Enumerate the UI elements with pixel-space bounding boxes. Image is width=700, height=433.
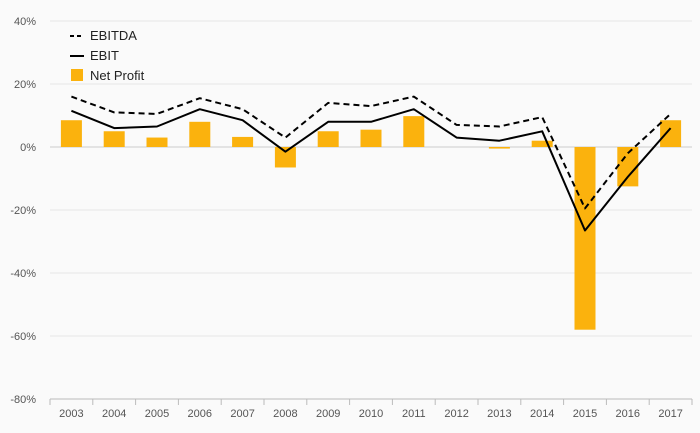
x-tick-label: 2011 bbox=[402, 408, 426, 420]
x-tick-label: 2010 bbox=[359, 408, 383, 420]
grid-layer bbox=[50, 20, 692, 400]
bar-layer bbox=[60, 116, 682, 330]
x-tick-label: 2003 bbox=[59, 408, 83, 420]
y-tick-label: 0% bbox=[20, 142, 36, 154]
x-tick-label: 2004 bbox=[102, 408, 126, 420]
y-tick-label: 40% bbox=[14, 16, 36, 28]
legend-ebit-label: EBIT bbox=[90, 48, 119, 63]
net-profit-bar bbox=[317, 131, 339, 147]
x-tick-label: 2005 bbox=[145, 408, 169, 420]
legend-net-profit-label: Net Profit bbox=[90, 68, 145, 83]
y-tick-label: -20% bbox=[10, 205, 36, 217]
x-tick-label: 2014 bbox=[530, 408, 554, 420]
net-profit-bar bbox=[617, 147, 639, 187]
x-tick-label: 2017 bbox=[658, 408, 682, 420]
y-tick-label: -60% bbox=[10, 331, 36, 343]
x-tick-label: 2013 bbox=[487, 408, 511, 420]
line-layer bbox=[71, 95, 672, 232]
net-profit-bar bbox=[274, 147, 296, 168]
x-tick-label: 2008 bbox=[273, 408, 297, 420]
y-tick-label: -80% bbox=[10, 394, 36, 406]
legend-net-profit-swatch bbox=[71, 69, 83, 81]
net-profit-bar bbox=[103, 131, 125, 147]
net-profit-bar bbox=[360, 129, 382, 147]
axis-layer: 40% 20% 0% -20% -40% -60% -80% 2003 2004 2005 2006… bbox=[10, 16, 693, 420]
ebit-line bbox=[71, 108, 672, 232]
net-profit-bar bbox=[403, 116, 425, 147]
x-tick-label: 2015 bbox=[573, 408, 597, 420]
ebitda-line bbox=[71, 95, 672, 210]
net-profit-bar bbox=[60, 120, 82, 147]
x-tick-label: 2006 bbox=[188, 408, 212, 420]
x-tick-label: 2016 bbox=[616, 408, 640, 420]
x-tick-label: 2009 bbox=[316, 408, 340, 420]
legend: EBITDA EBIT Net Profit bbox=[70, 28, 145, 83]
net-profit-bar bbox=[232, 136, 254, 147]
legend-ebitda-label: EBITDA bbox=[90, 28, 137, 43]
net-profit-bar bbox=[574, 147, 596, 330]
net-profit-bar bbox=[531, 140, 553, 147]
x-tick-label: 2012 bbox=[444, 408, 468, 420]
y-tick-label: 20% bbox=[14, 79, 36, 91]
y-tick-label: -40% bbox=[10, 268, 36, 280]
net-profit-bar bbox=[146, 137, 168, 147]
net-profit-bar bbox=[189, 121, 211, 147]
x-tick-label: 2007 bbox=[230, 408, 254, 420]
net-profit-bar bbox=[488, 147, 510, 149]
net-profit-bar bbox=[660, 120, 682, 147]
